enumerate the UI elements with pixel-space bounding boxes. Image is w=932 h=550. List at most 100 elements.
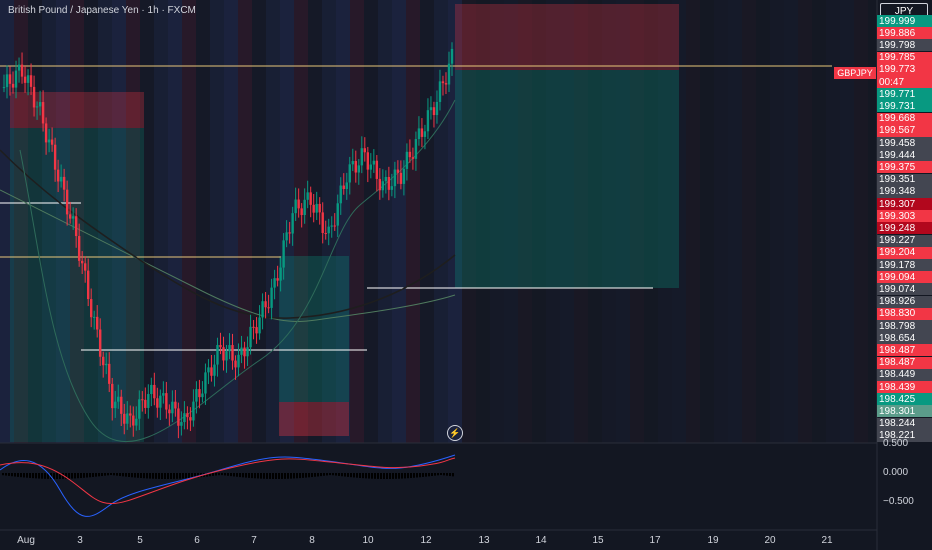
macd-bar [245, 473, 247, 478]
session-stripe [84, 0, 98, 443]
macd-bar [158, 473, 160, 479]
macd-bar [230, 473, 232, 477]
candle-body [447, 63, 451, 85]
session-stripe [98, 0, 112, 443]
session-stripe [518, 0, 532, 443]
price-label: 00:47 [877, 76, 932, 88]
macd-bar [89, 473, 91, 478]
time-tick: 17 [649, 535, 661, 546]
time-tick: 5 [137, 535, 143, 546]
candle-body [342, 185, 345, 190]
session-stripe [392, 0, 406, 443]
candle-body [408, 151, 412, 158]
macd-bar [257, 473, 259, 479]
macd-bar [209, 473, 211, 477]
macd-bar [407, 473, 409, 479]
macd-bar [122, 473, 124, 477]
macd-bar [104, 473, 106, 476]
candle-body [171, 401, 174, 414]
macd-bar [110, 473, 112, 476]
macd-bar [143, 473, 145, 479]
macd-bar [359, 473, 361, 478]
candle-body [423, 131, 427, 137]
candle-body [159, 395, 162, 408]
macd-bar [398, 473, 400, 479]
candle-body [210, 367, 213, 376]
session-stripe [644, 0, 658, 443]
candle-body [414, 139, 418, 159]
session-stripe [602, 0, 616, 443]
macd-bar [392, 473, 394, 479]
session-background [0, 0, 798, 443]
macd-bar [419, 473, 421, 478]
candle-body [80, 260, 84, 264]
candle-body [396, 169, 400, 173]
macd-bar [224, 473, 226, 476]
macd-bar [23, 473, 25, 478]
price-label: 199.773 [877, 63, 932, 76]
session-stripe [168, 0, 182, 443]
price-label: 198.449 [877, 368, 932, 381]
candle-body [402, 168, 406, 184]
session-stripe [714, 0, 728, 443]
session-stripe [532, 0, 546, 443]
position-tool-left[interactable] [10, 92, 144, 442]
macd-bar [452, 473, 454, 477]
flash-icon[interactable]: ⚡ [447, 425, 463, 441]
macd-bar [119, 473, 121, 477]
macd-bar [14, 473, 16, 477]
candle-body [204, 372, 207, 394]
session-stripe [140, 0, 154, 443]
macd-bar [179, 473, 181, 479]
macd-bar [410, 473, 412, 479]
macd-bar [401, 473, 403, 479]
price-candles [2, 42, 454, 439]
macd-bar [437, 473, 439, 476]
price-label: 199.999 [877, 15, 932, 27]
session-stripe [336, 0, 350, 443]
short-position-tool[interactable] [455, 4, 679, 288]
macd-bar [125, 473, 127, 477]
session-stripe [574, 0, 588, 443]
macd-bar [347, 473, 349, 477]
candle-body [291, 213, 294, 234]
candle-body [135, 418, 138, 426]
candle-body [273, 278, 276, 288]
candle-body [8, 74, 12, 84]
session-stripe [784, 0, 798, 443]
candle-body [441, 81, 445, 84]
candle-body [411, 157, 415, 159]
candle-body [23, 76, 27, 83]
candle-body [17, 64, 21, 71]
symbol-title[interactable]: British Pound / Japanese Yen · 1h · FXCM [8, 5, 196, 16]
price-label: 198.487 [877, 344, 932, 357]
candle-body [321, 212, 324, 233]
macd-bar [80, 473, 82, 479]
candle-body [324, 232, 327, 234]
candle-body [44, 123, 48, 143]
candle-body [216, 345, 219, 365]
price-label: 198.221 [877, 429, 932, 442]
candle-body [435, 101, 439, 116]
macd-bar [422, 473, 424, 477]
candle-body [318, 203, 321, 213]
macd-indicator[interactable] [0, 454, 456, 517]
macd-bar [170, 473, 172, 479]
macd-bar [260, 473, 262, 479]
price-label: 198.301 [877, 405, 932, 418]
macd-bar [131, 473, 133, 478]
session-stripe [0, 0, 14, 443]
macd-bar [395, 473, 397, 479]
candle-body [14, 70, 18, 88]
macd-bar [5, 473, 7, 476]
session-stripe [728, 0, 742, 443]
position-tool-middle[interactable] [279, 256, 349, 436]
macd-bar [182, 473, 184, 479]
candle-body [279, 267, 282, 281]
macd-bar [197, 473, 199, 478]
candle-body [120, 396, 123, 414]
candle-body [300, 208, 303, 216]
session-stripe [756, 0, 770, 443]
price-label: 198.798 [877, 320, 932, 332]
